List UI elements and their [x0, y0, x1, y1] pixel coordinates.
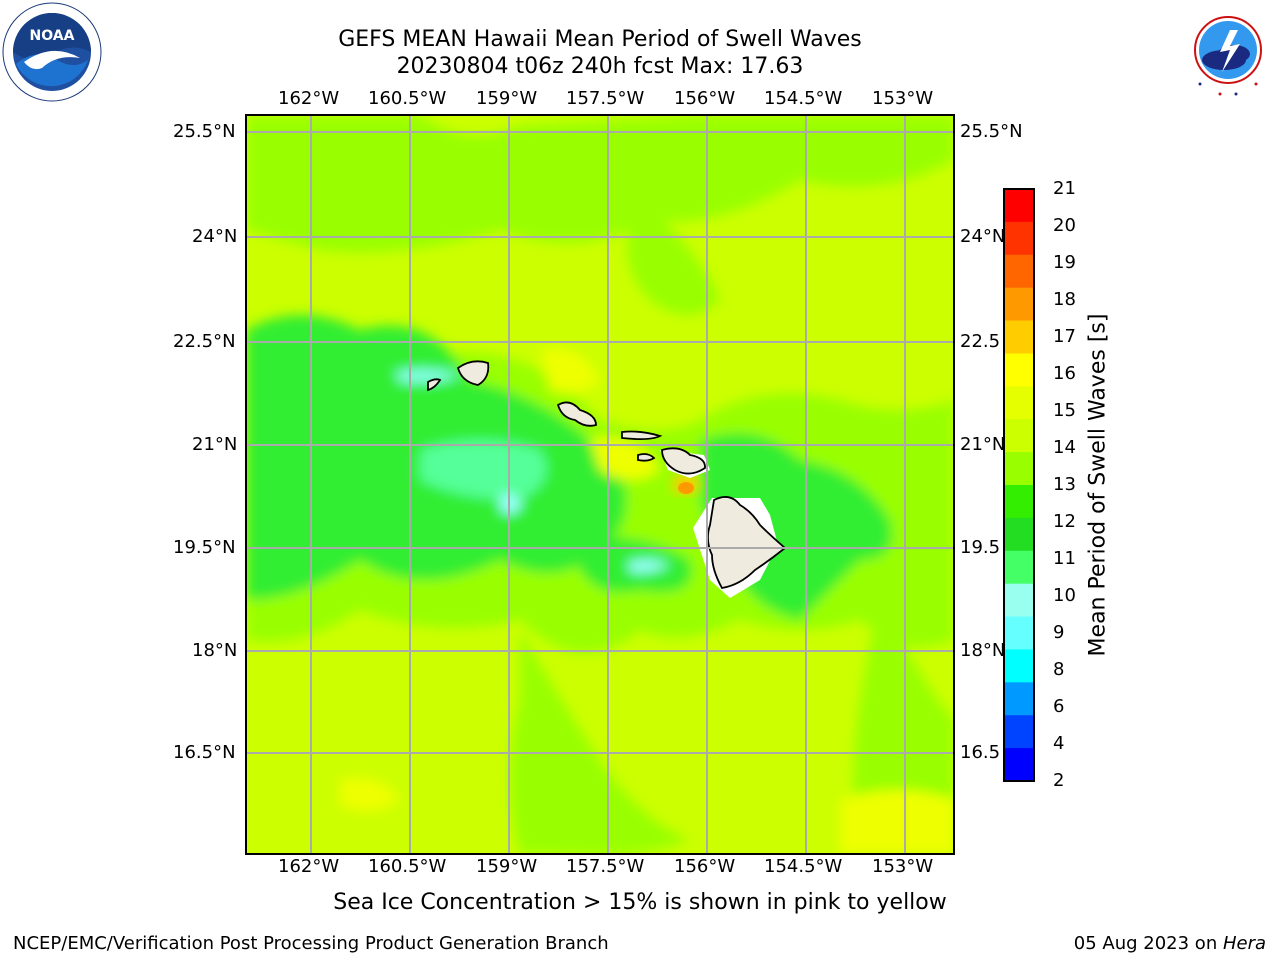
lat-label-left: 25.5°N — [173, 121, 236, 142]
lat-label-right: 21°N — [960, 434, 1006, 455]
colorbar-segment — [1004, 320, 1034, 354]
colorbar-segment — [1004, 715, 1034, 749]
colorbar-tick-label: 4 — [1053, 733, 1065, 754]
colorbar-tick-label: 2 — [1053, 770, 1065, 791]
lon-label-bottom: 159°W — [476, 856, 538, 877]
noaa-logo: NOAA — [2, 2, 102, 102]
lat-label-right: 18°N — [960, 640, 1006, 661]
lon-label-bottom: 157.5°W — [566, 856, 645, 877]
colorbar-segment — [1004, 353, 1034, 387]
chart-title: GEFS MEAN Hawaii Mean Period of Swell Wa… — [338, 27, 862, 52]
lat-label-right: 25.5°N — [960, 121, 1023, 142]
lat-label-left: 19.5°N — [173, 537, 236, 558]
hawaiian-islands — [427, 360, 787, 598]
lat-label-right: 24°N — [960, 226, 1006, 247]
lat-label-left: 21°N — [192, 434, 238, 455]
colorbar-segment — [1004, 452, 1034, 486]
colorbar-segment — [1004, 616, 1034, 650]
lat-label-left: 24°N — [192, 226, 238, 247]
colorbar-tick-label: 10 — [1053, 585, 1076, 606]
footer-credit: NCEP/EMC/Verification Post Processing Pr… — [13, 933, 609, 954]
colorbar-tick-label: 15 — [1053, 400, 1076, 421]
lon-label-top: 159°W — [476, 88, 538, 109]
colorbar-segment — [1004, 287, 1034, 322]
lon-label-top: 156°W — [674, 88, 736, 109]
colorbar-tick-label: 13 — [1053, 474, 1076, 495]
chart-subtitle: 20230804 t06z 240h fcst Max: 17.63 — [396, 54, 804, 79]
lon-label-bottom: 162°W — [278, 856, 340, 877]
lon-label-bottom: 156°W — [674, 856, 736, 877]
lon-label-bottom: 160.5°W — [368, 856, 447, 877]
colorbar-segment — [1004, 682, 1034, 716]
footer-date-text: 05 Aug 2023 on — [1073, 933, 1223, 954]
colorbar-segment — [1004, 517, 1034, 552]
colorbar-segment — [1004, 485, 1034, 519]
colorbar-title: Mean Period of Swell Waves [s] — [1085, 313, 1111, 657]
colorbar-tick-label: 11 — [1053, 548, 1076, 569]
lon-label-top: 154.5°W — [764, 88, 843, 109]
lat-label-right: 19.5 — [960, 537, 1001, 558]
colorbar-tick-label: 12 — [1053, 511, 1076, 532]
colorbar-segment — [1004, 583, 1034, 618]
lon-label-bottom: 153°W — [872, 856, 934, 877]
colorbar-tick-label: 9 — [1053, 622, 1065, 643]
footer-date: 05 Aug 2023 on Hera — [1074, 933, 1266, 954]
lon-label-top: 162°W — [278, 88, 340, 109]
swell-period-field — [246, 115, 954, 854]
footer-host: Hera — [1222, 933, 1266, 954]
lat-label-left: 22.5°N — [173, 331, 236, 352]
colorbar-tick-label: 19 — [1053, 252, 1076, 273]
lat-label-left: 18°N — [192, 640, 238, 661]
lat-label-left: 16.5°N — [173, 742, 236, 763]
lon-label-bottom: 154.5°W — [764, 856, 843, 877]
nws-logo — [1178, 0, 1278, 100]
graticule — [246, 115, 954, 854]
colorbar-tick-label: 21 — [1053, 178, 1076, 199]
colorbar-segment — [1004, 649, 1034, 683]
lon-label-top: 153°W — [872, 88, 934, 109]
noaa-logo-text: NOAA — [30, 28, 75, 44]
colorbar — [1003, 188, 1035, 782]
colorbar-segment — [1004, 748, 1034, 782]
colorbar-segment — [1004, 254, 1034, 289]
colorbar-segment — [1004, 550, 1034, 585]
colorbar-tick-label: 17 — [1053, 326, 1076, 347]
colorbar-tick-label: 16 — [1053, 363, 1076, 384]
sea-ice-caption: Sea Ice Concentration > 15% is shown in … — [333, 890, 947, 915]
lat-label-right: 22.5 — [960, 331, 1001, 352]
lon-label-top: 157.5°W — [566, 88, 645, 109]
colorbar-tick-label: 8 — [1053, 659, 1065, 680]
colorbar-segment — [1004, 221, 1034, 256]
colorbar-tick-label: 14 — [1053, 437, 1076, 458]
map-frame — [245, 114, 955, 855]
colorbar-segment — [1004, 189, 1034, 223]
lat-label-right: 16.5 — [960, 742, 1001, 763]
colorbar-segment — [1004, 419, 1034, 453]
colorbar-tick-label: 20 — [1053, 215, 1076, 236]
colorbar-tick-label: 6 — [1053, 696, 1065, 717]
colorbar-segment — [1004, 386, 1034, 420]
lon-label-top: 160.5°W — [368, 88, 447, 109]
colorbar-tick-label: 18 — [1053, 289, 1076, 310]
